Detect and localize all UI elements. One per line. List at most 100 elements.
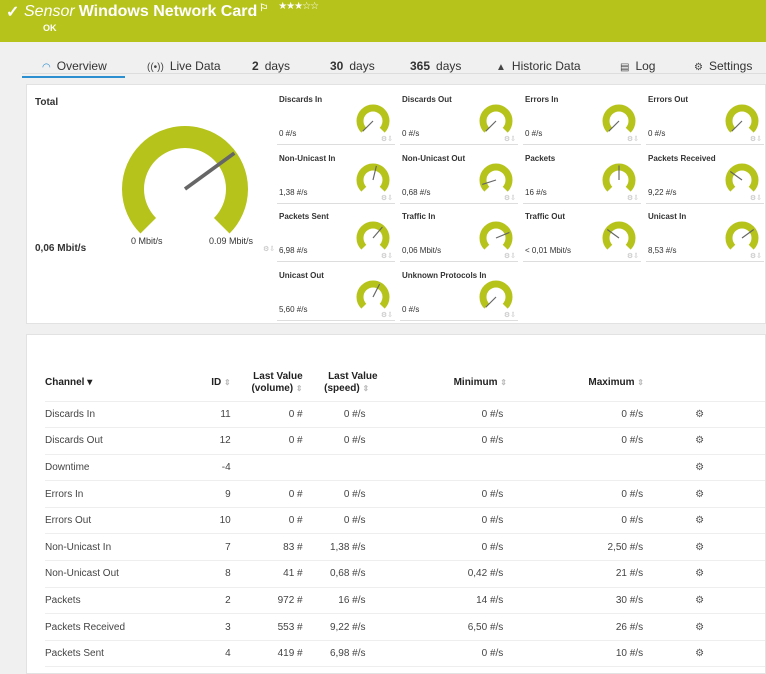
gauge-settings-icon[interactable]: ⚙⇩: [749, 253, 762, 260]
last-volume: 83 #: [230, 533, 303, 562]
last-speed: 0 #/s: [302, 507, 378, 535]
gauge-unicast-in[interactable]: Unicast In 8,53 #/s ⚙⇩: [646, 206, 764, 262]
gauge-needle: [608, 120, 620, 132]
channel-name: Discards In: [45, 401, 173, 429]
last-volume: 0 #: [230, 507, 303, 535]
col-id[interactable]: ID ⇕: [172, 365, 231, 402]
gauge-settings-icon[interactable]: ⚙⇩: [749, 136, 762, 143]
tab-overview[interactable]: ◠ Overview: [22, 59, 125, 78]
gauge-settings-icon[interactable]: ⚙⇩: [380, 194, 393, 202]
channel-settings-icon[interactable]: ⚙: [655, 454, 765, 482]
priority-stars[interactable]: ★★★☆☆: [278, 1, 319, 12]
channel-name: Packets Sent: [45, 640, 173, 668]
channel-settings-icon[interactable]: ⚙: [655, 560, 765, 588]
channel-settings-icon[interactable]: ⚙: [655, 480, 765, 508]
channel-settings-icon[interactable]: ⚙: [655, 401, 765, 429]
gauge-settings-icon[interactable]: ⚙⇩: [380, 311, 393, 319]
last-speed: 0 #/s: [302, 401, 378, 429]
gauge-packets[interactable]: Packets 16 #/s ⚙⇩: [523, 148, 641, 204]
col-volume[interactable]: Last Value (volume) ⇕: [230, 365, 303, 402]
tab-settings[interactable]: ⚙ Settings: [694, 59, 753, 73]
channel-settings-icon[interactable]: ⚙: [655, 507, 765, 535]
gauge-settings-icon[interactable]: ⚙⇩: [626, 136, 639, 143]
gauge-discards-out[interactable]: Discards Out 0 #/s ⚙⇩: [400, 89, 518, 145]
gauge-icon: ◠: [42, 62, 51, 73]
gauge-settings-icon[interactable]: ⚙⇩: [263, 246, 276, 253]
col-channel[interactable]: Channel ▾: [45, 365, 173, 402]
tab-bar: ◠ Overview ((•)) Live Data 2 days 30 days 365 day…: [22, 56, 766, 78]
channel-settings-icon[interactable]: ⚙: [655, 533, 765, 562]
channel-settings-icon[interactable]: ⚙: [655, 613, 765, 641]
gauge-non-unicast-in[interactable]: Non-Unicast In 1,38 #/s ⚙⇩: [277, 148, 395, 204]
tab-days-2[interactable]: 2 days: [252, 59, 291, 73]
gauge-settings-icon[interactable]: ⚙⇩: [503, 253, 516, 260]
gauge-arc: [479, 280, 513, 309]
gauge-settings-icon[interactable]: ⚙⇩: [503, 136, 516, 143]
gauge-settings-icon[interactable]: ⚙⇩: [380, 136, 393, 143]
last-volume: 0 #: [230, 480, 303, 508]
last-speed: 9,22 #/s: [302, 613, 378, 641]
gauge-non-unicast-out[interactable]: Non-Unicast Out 0,68 #/s ⚙⇩: [400, 148, 518, 204]
table-row[interactable]: Discards Out 12 0 #0 #/s 0 #/s 0 #/s ⚙: [45, 427, 765, 455]
gauge-settings-icon[interactable]: ⚙⇩: [626, 253, 639, 260]
channel-settings-icon[interactable]: ⚙: [655, 587, 765, 615]
gauge-traffic-in[interactable]: Traffic In 0,06 Mbit/s ⚙⇩: [400, 206, 518, 262]
total-max: 0.09 Mbit/s: [209, 236, 254, 246]
tab-days-30[interactable]: 30 days: [330, 59, 375, 73]
channel-settings-icon[interactable]: ⚙: [655, 640, 765, 668]
gauge-settings-icon[interactable]: ⚙⇩: [380, 253, 393, 260]
status-text: OK: [43, 23, 57, 33]
maximum: 0 #/s: [515, 427, 656, 455]
maximum: 0 #/s: [515, 480, 656, 508]
tab-days-365[interactable]: 365 days: [410, 59, 462, 73]
col-speed[interactable]: Last Value (speed) ⇕: [302, 365, 378, 402]
minimum: 14 #/s: [377, 587, 516, 615]
last-speed: 16 #/s: [302, 587, 378, 615]
last-volume: 972 #: [230, 587, 303, 615]
gauge-arc: [356, 163, 390, 192]
mini-gauge: [602, 163, 636, 192]
table-row[interactable]: Errors Out 10 0 #0 #/s 0 #/s 0 #/s ⚙: [45, 507, 765, 535]
maximum: 2,50 #/s: [515, 533, 656, 562]
last-speed: 0 #/s: [302, 427, 378, 455]
table-row[interactable]: Non-Unicast In 7 83 #1,38 #/s 0 #/s 2,50 #/s…: [45, 533, 765, 562]
table-header-row: Channel ▾ ID ⇕ Last Value (volume) ⇕ Last…: [45, 365, 765, 402]
col-maximum[interactable]: Maximum ⇕: [515, 365, 656, 402]
gauge-errors-out[interactable]: Errors Out 0 #/s ⚙⇩: [646, 89, 764, 145]
channel-name: Errors Out: [45, 507, 173, 535]
gauge-packets-received[interactable]: Packets Received 9,22 #/s ⚙⇩: [646, 148, 764, 204]
gear-icon: ⚙: [694, 62, 703, 73]
tab-log[interactable]: ▤ Log: [620, 59, 656, 73]
gauge-settings-icon[interactable]: ⚙⇩: [626, 194, 639, 202]
gauge-packets-sent[interactable]: Packets Sent 6,98 #/s ⚙⇩: [277, 206, 395, 262]
gauge-settings-icon[interactable]: ⚙⇩: [749, 194, 762, 202]
table-row[interactable]: Downtime -4 ⚙: [45, 454, 765, 482]
channel-settings-icon[interactable]: ⚙: [655, 427, 765, 455]
table-row[interactable]: Packets Received 3 553 #9,22 #/s 6,50 #/s 26…: [45, 613, 765, 641]
table-row[interactable]: Packets 2 972 #16 #/s 14 #/s 30 #/s ⚙: [45, 587, 765, 615]
tab-live-data[interactable]: ((•)) Live Data: [147, 59, 221, 73]
last-volume: 41 #: [230, 560, 303, 588]
total-label: Total: [35, 97, 59, 108]
last-volume: 553 #: [230, 613, 303, 641]
table-row[interactable]: Errors In 9 0 #0 #/s 0 #/s 0 #/s ⚙: [45, 480, 765, 508]
tab-historic-data[interactable]: ▲ Historic Data: [496, 59, 581, 73]
flag-icon[interactable]: ⚐: [259, 3, 269, 14]
gauge-unicast-out[interactable]: Unicast Out 5,60 #/s ⚙⇩: [277, 265, 395, 321]
gauge-settings-icon[interactable]: ⚙⇩: [503, 311, 516, 319]
table-row[interactable]: Packets Sent 4 419 #6,98 #/s 0 #/s 10 #/s ⚙: [45, 640, 765, 668]
gauge-traffic-out[interactable]: Traffic Out < 0,01 Mbit/s ⚙⇩: [523, 206, 641, 262]
col-minimum[interactable]: Minimum ⇕: [377, 365, 516, 402]
gauge-settings-icon[interactable]: ⚙⇩: [503, 194, 516, 202]
gauge-discards-in[interactable]: Discards In 0 #/s ⚙⇩: [277, 89, 395, 145]
mini-gauge: [725, 104, 759, 133]
title-row: Sensor Windows Network Card ⚐ ★★★☆☆: [24, 1, 319, 21]
table-row[interactable]: Non-Unicast Out 8 41 #0,68 #/s 0,42 #/s 21 #…: [45, 560, 765, 588]
gauge-needle: [362, 120, 374, 132]
gauge-errors-in[interactable]: Errors In 0 #/s ⚙⇩: [523, 89, 641, 145]
gauge-arc: [356, 104, 390, 133]
channel-name: Discards Out: [45, 427, 173, 455]
gauge-arc: [725, 163, 759, 192]
gauge-unknown-protocols-in[interactable]: Unknown Protocols In 0 #/s ⚙⇩: [400, 265, 518, 321]
table-row[interactable]: Discards In 11 0 #0 #/s 0 #/s 0 #/s ⚙: [45, 401, 765, 429]
